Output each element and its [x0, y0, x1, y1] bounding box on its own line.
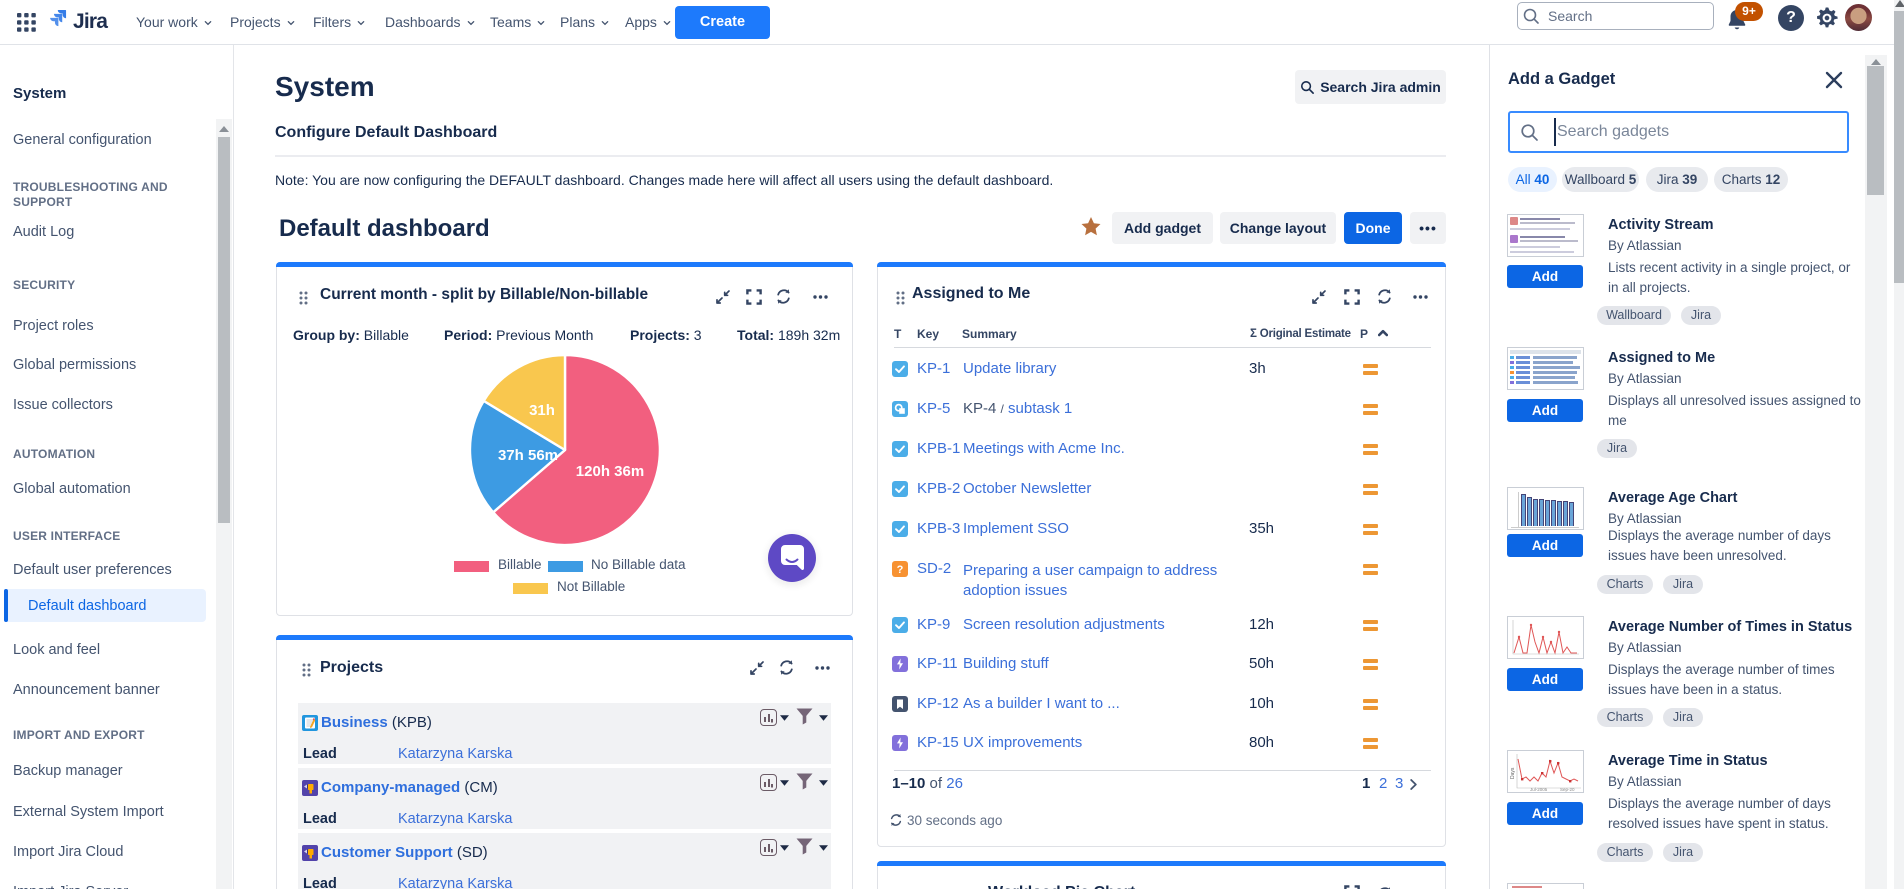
svg-text:?: ?: [897, 564, 904, 576]
svg-text:31h: 31h: [529, 402, 555, 419]
svg-text:Sep-20: Sep-20: [1560, 787, 1575, 792]
svg-text:120h 36m: 120h 36m: [576, 463, 644, 480]
svg-text:Days: Days: [1510, 767, 1516, 779]
svg-text:Jul-2005: Jul-2005: [1530, 787, 1548, 792]
svg-text:37h 56m: 37h 56m: [498, 447, 558, 464]
